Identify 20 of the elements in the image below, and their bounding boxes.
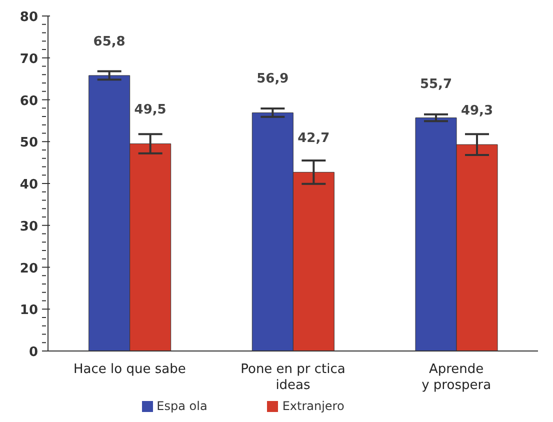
y-tick-label: 60 (20, 94, 38, 109)
data-label: 42,7 (298, 131, 330, 146)
x-tick-label: Aprende y prospera (422, 362, 492, 393)
data-label: 49,3 (460, 104, 494, 119)
y-tick-label: 40 (20, 178, 38, 192)
data-label: 55,7 (420, 76, 452, 92)
y-tick-label: 70 (20, 52, 38, 67)
y-tick-label: 80 (20, 10, 38, 25)
y-tick-label: 30 (20, 219, 38, 234)
x-tick-label: Hace lo que sabe (74, 362, 186, 377)
data-label: 65,8 (93, 34, 126, 50)
y-tick-label: 20 (20, 261, 38, 276)
y-tick-label: 0 (28, 345, 38, 360)
y-tick-label: 10 (20, 303, 38, 318)
legend-label: Extranjero (282, 399, 344, 413)
y-tick-label: 50 (20, 136, 38, 151)
data-label: 49,5 (134, 102, 166, 118)
legend-label: Espa ola (156, 399, 208, 413)
data-label: 56,9 (256, 72, 289, 87)
x-tick-label: Pone en pr ctica ideas (240, 362, 346, 393)
